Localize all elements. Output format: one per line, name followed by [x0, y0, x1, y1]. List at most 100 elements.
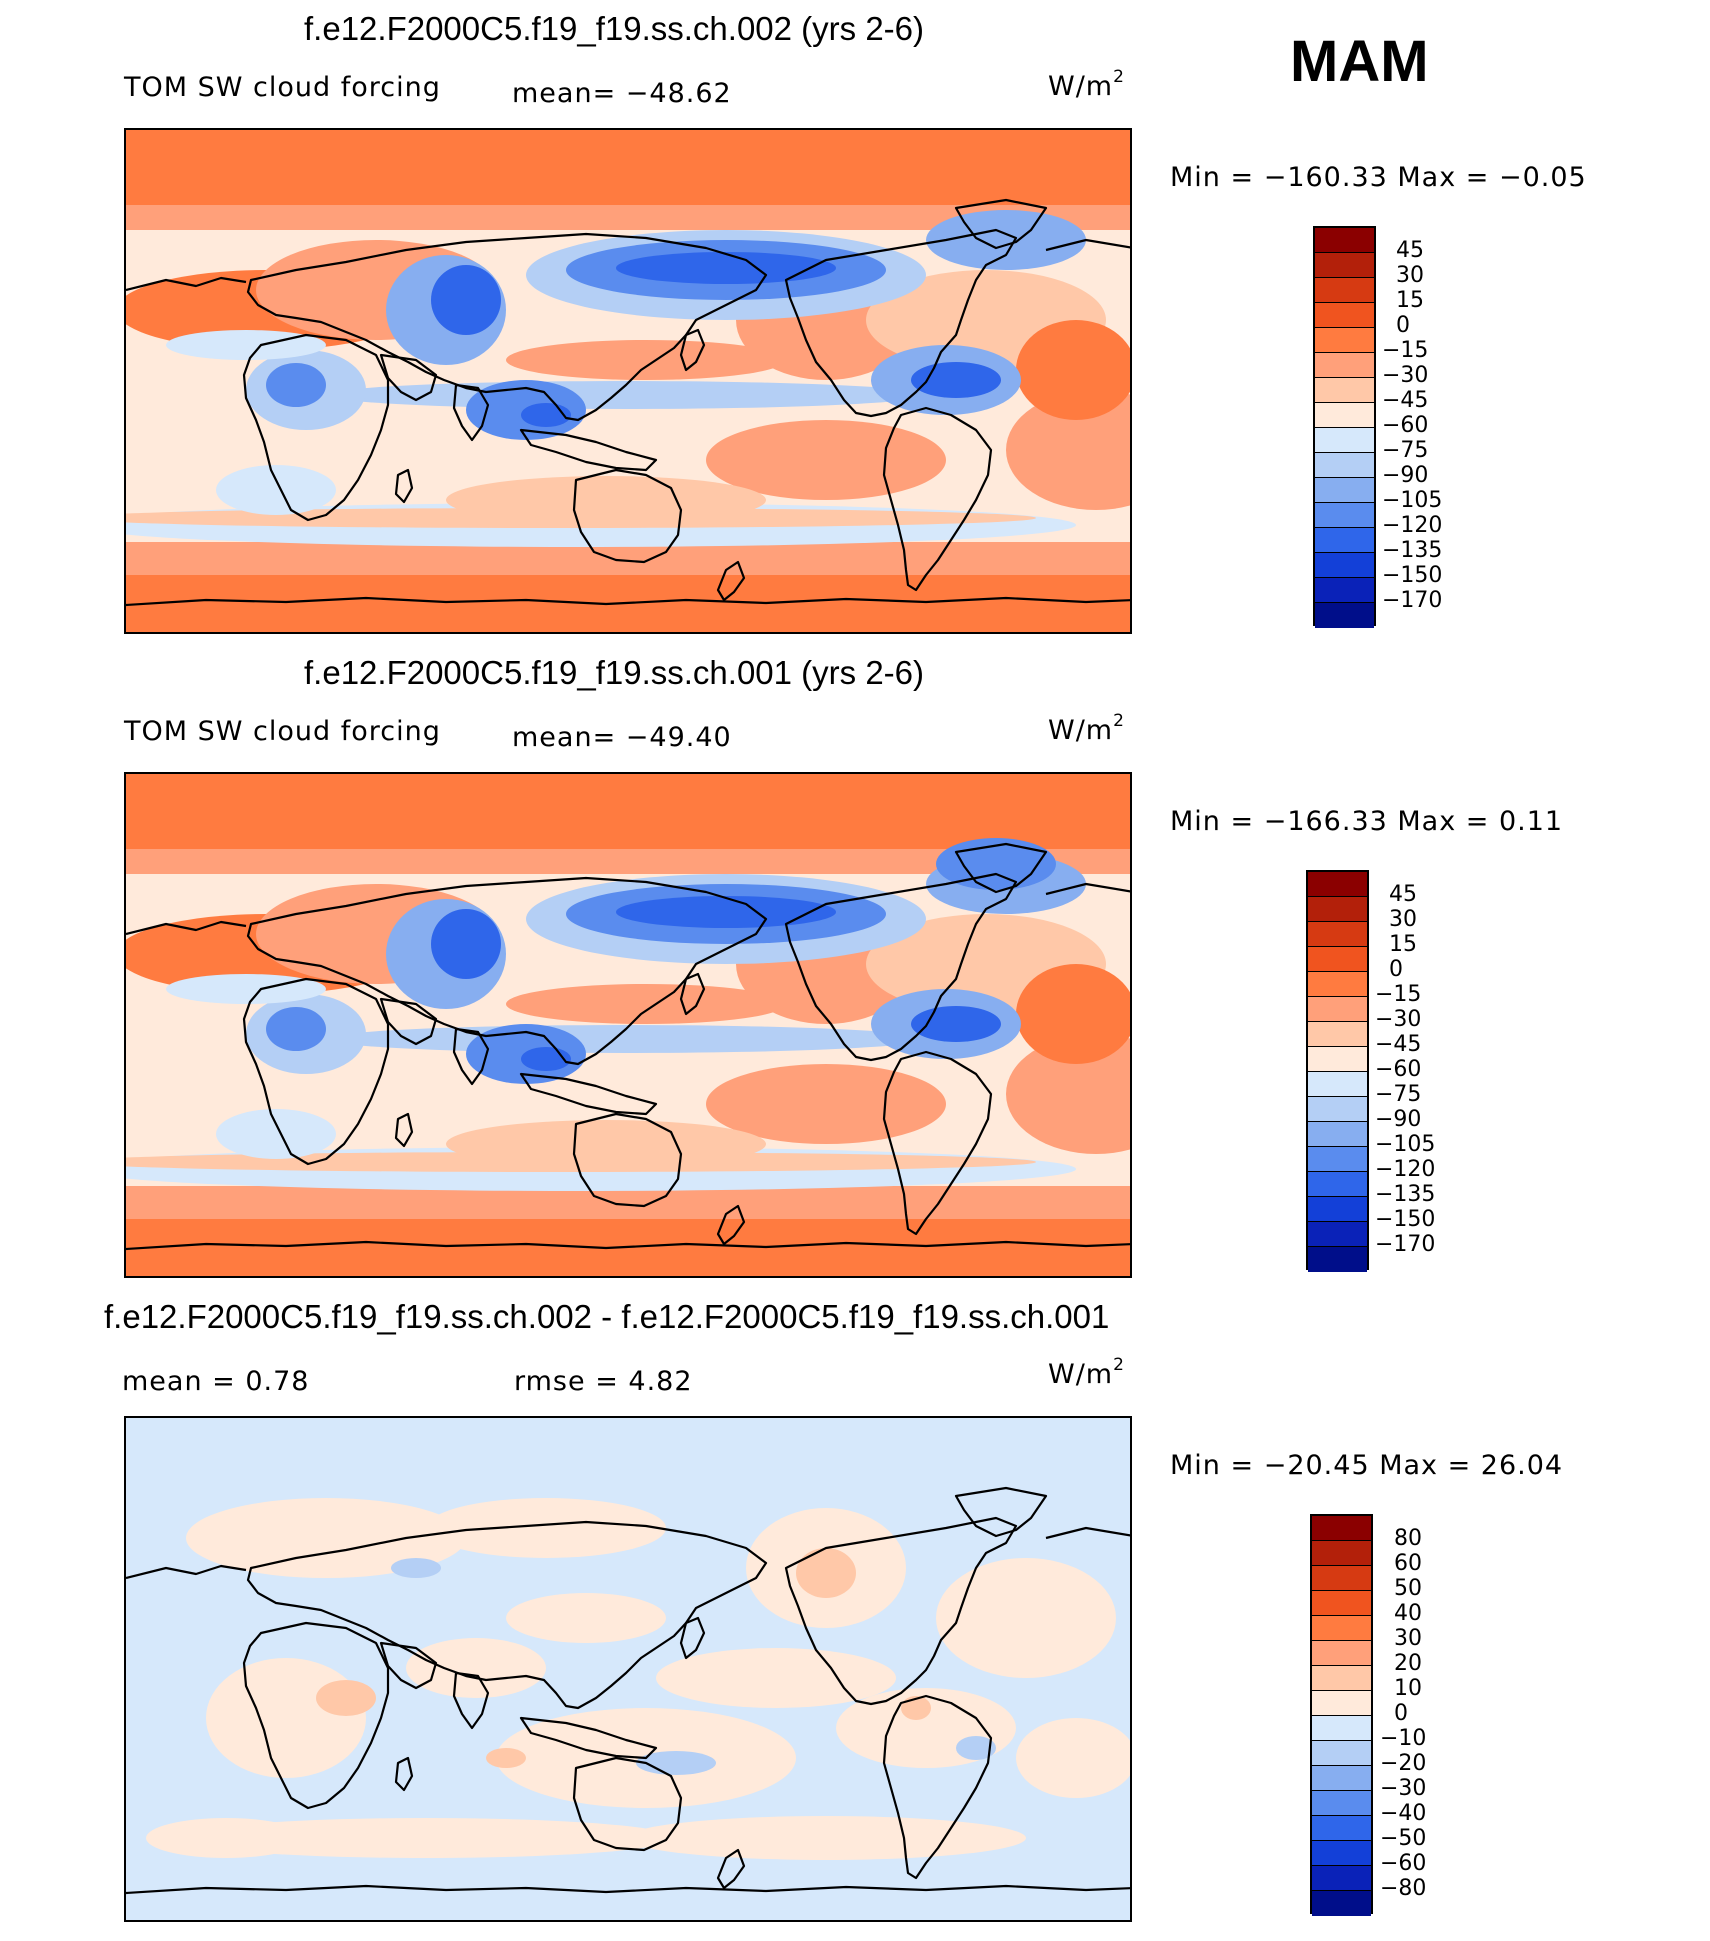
coastline [126, 1884, 1130, 1895]
subtropical-pacific [506, 984, 786, 1024]
colorbar-swatch [1312, 1541, 1371, 1566]
season-label: MAM [1290, 29, 1429, 94]
colorbar-swatch [1315, 553, 1374, 578]
colorbar-swatch [1312, 1791, 1371, 1816]
positive-difference-region [1016, 1718, 1130, 1798]
colorbar-swatch [1315, 378, 1374, 403]
panel1-units: W/m2 [1048, 67, 1125, 102]
panel3-map-svg [126, 1418, 1130, 1920]
coastline [519, 428, 658, 472]
se-atlantic-stratus [1006, 1034, 1130, 1154]
panel2-colorbar [1306, 870, 1369, 1272]
colorbar-tick-label: −75 [1375, 1082, 1422, 1107]
africa-north-lightblue [166, 330, 326, 360]
coastline [126, 920, 247, 936]
positive-difference-region [626, 1816, 1026, 1860]
coastline [572, 468, 683, 564]
coastline [1045, 238, 1130, 252]
colorbar-tick-label: −90 [1375, 1107, 1422, 1132]
coastline [452, 1027, 490, 1086]
coastline [572, 1112, 683, 1208]
colorbar-tick-label: −105 [1375, 1132, 1436, 1157]
colorbar-swatch [1315, 503, 1374, 528]
colorbar-tick-label: −170 [1375, 1232, 1436, 1257]
amazon-core [911, 1006, 1001, 1042]
negative-difference-core [956, 1736, 996, 1760]
coastline [1045, 1526, 1130, 1540]
colorbar-tick-label: −75 [1382, 438, 1429, 463]
panel2-minmax: Min = −166.33 Max = 0.11 [1170, 806, 1564, 837]
north-pacific-inner [616, 896, 836, 928]
colorbar-swatch [1315, 578, 1374, 603]
coastline [572, 1756, 683, 1852]
colorbar-swatch [1315, 228, 1374, 253]
southern-ocean-band [126, 1186, 1130, 1219]
panel3-map [124, 1416, 1132, 1922]
positive-difference-region [176, 1818, 676, 1858]
south-indian-light [446, 476, 766, 524]
coastline [716, 560, 746, 602]
panel2-map [124, 772, 1132, 1278]
colorbar-tick-label: −120 [1375, 1157, 1436, 1182]
panel1-map-svg [126, 130, 1130, 632]
west-africa-warm [1016, 964, 1130, 1064]
colorbar-swatch [1312, 1716, 1371, 1741]
colorbar-tick-label: −150 [1375, 1207, 1436, 1232]
panel3-units: W/m2 [1048, 1355, 1125, 1390]
south-indian-light [446, 1120, 766, 1168]
congo-core [266, 1007, 326, 1051]
coastline [242, 1621, 390, 1810]
coastline [882, 406, 993, 592]
coastline [882, 1050, 993, 1236]
colorbar-swatch [1315, 278, 1374, 303]
colorbar-swatch [1315, 403, 1374, 428]
positive-difference-region [146, 1818, 306, 1858]
negative-difference-core [391, 1558, 441, 1578]
panel2-units: W/m2 [1048, 711, 1125, 746]
colorbar-swatch [1308, 1047, 1367, 1072]
coastline [716, 1204, 746, 1246]
colorbar-swatch [1315, 428, 1374, 453]
colorbar-swatch [1315, 303, 1374, 328]
colorbar-tick-label: −30 [1380, 1776, 1427, 1801]
colorbar-swatch [1308, 922, 1367, 947]
panel3-title: f.e12.F2000C5.f19_f19.ss.ch.002 - f.e12.… [104, 1298, 1110, 1335]
colorbar-swatch [1312, 1741, 1371, 1766]
positive-difference-region [186, 1498, 466, 1578]
coastline [246, 1520, 768, 1710]
colorbar-swatch [1312, 1816, 1371, 1841]
coastline [784, 872, 1018, 1062]
panel1-title: f.e12.F2000C5.f19_f19.ss.ch.002 (yrs 2-6… [304, 10, 925, 47]
colorbar-tick-label: −135 [1375, 1182, 1436, 1207]
colorbar-swatch [1315, 528, 1374, 553]
panel2-map-svg [126, 774, 1130, 1276]
colorbar-tick-label: −120 [1382, 513, 1443, 538]
coastline [716, 1848, 746, 1890]
positive-difference-region [206, 1658, 366, 1778]
colorbar-swatch [1308, 1197, 1367, 1222]
panel3-colorbar [1310, 1514, 1373, 1916]
coastline [126, 1564, 247, 1580]
colorbar-swatch [1312, 1591, 1371, 1616]
colorbar-swatch [1315, 453, 1374, 478]
colorbar-swatch [1312, 1616, 1371, 1641]
colorbar-tick-label: −10 [1380, 1726, 1427, 1751]
colorbar-swatch [1308, 1147, 1367, 1172]
positive-difference-region [426, 1498, 666, 1558]
panel2-mean: mean= −49.40 [512, 722, 732, 753]
colorbar-swatch [1315, 603, 1374, 628]
south-polar-band [126, 1219, 1130, 1276]
colorbar-swatch [1308, 1072, 1367, 1097]
coastline [954, 842, 1048, 894]
colorbar-tick-label: −45 [1375, 1032, 1422, 1057]
south-africa-lightblue [216, 465, 336, 515]
coastline [784, 228, 1018, 418]
colorbar-swatch [1312, 1891, 1371, 1916]
coastline [954, 198, 1048, 250]
coastline [379, 1641, 438, 1690]
coastline [1045, 882, 1130, 896]
coastline [679, 1616, 706, 1660]
positive-difference-region [506, 1593, 666, 1643]
positive-difference-core [486, 1748, 526, 1768]
